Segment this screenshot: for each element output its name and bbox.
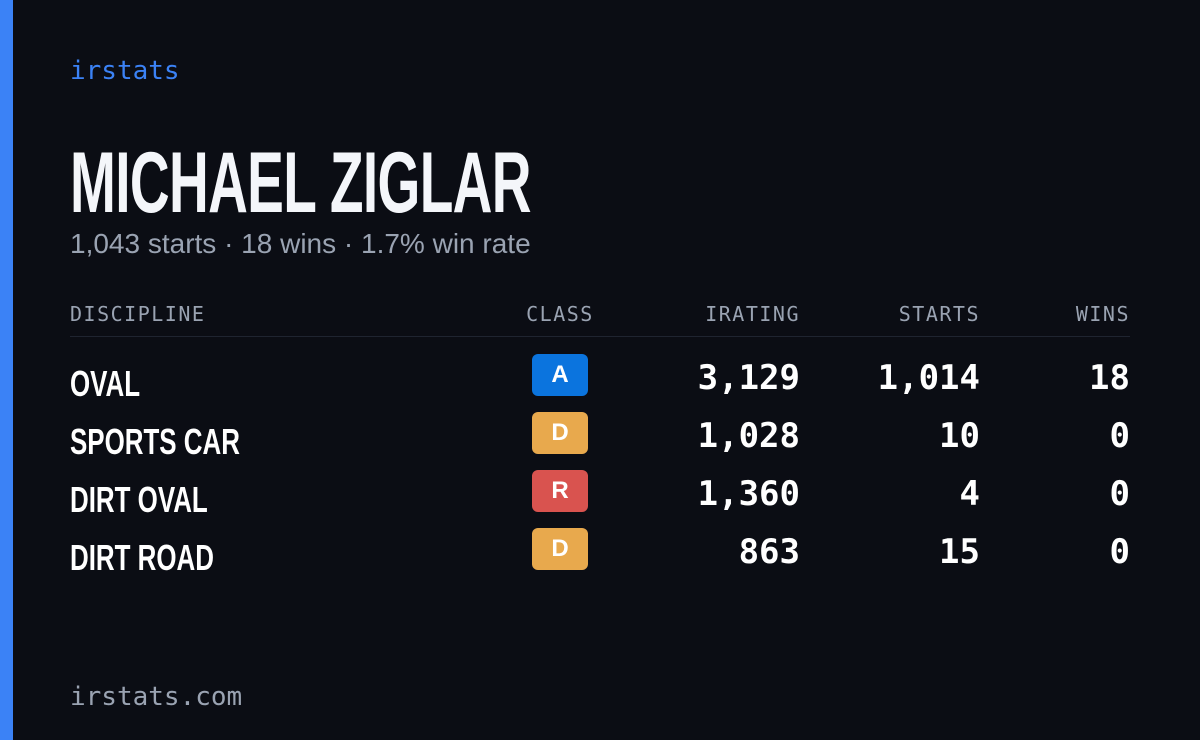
wins: 0 — [1109, 416, 1130, 456]
irating: 1,028 — [697, 416, 800, 456]
discipline: SPORTS CAR — [70, 421, 240, 462]
summary: 1,043 starts · 18 wins · 1.7% win rate — [70, 228, 531, 259]
discipline: DIRT ROAD — [70, 537, 214, 578]
wins: 0 — [1109, 532, 1130, 572]
brand: irstats — [70, 56, 180, 86]
column-header: IRATING — [705, 302, 800, 326]
wins: 18 — [1089, 358, 1130, 398]
discipline: OVAL — [70, 363, 141, 404]
column-header: WINS — [1075, 302, 1130, 326]
class-badge: D — [532, 412, 588, 454]
starts: 15 — [939, 532, 980, 572]
class-badge: R — [532, 470, 588, 512]
class-badge: A — [532, 354, 588, 396]
column-header: DISCIPLINE — [70, 302, 206, 326]
starts: 4 — [959, 474, 980, 514]
footer-url: irstats.com — [70, 682, 243, 712]
discipline: DIRT OVAL — [70, 479, 208, 520]
column-header: STARTS — [898, 302, 980, 326]
class-badge: D — [532, 528, 588, 570]
irating: 1,360 — [697, 474, 800, 514]
driver-name: MICHAEL ZIGLAR — [70, 135, 532, 231]
accent-bar — [0, 0, 13, 740]
starts: 1,014 — [877, 358, 980, 398]
wins: 0 — [1109, 474, 1130, 514]
starts: 10 — [939, 416, 980, 456]
irating: 863 — [738, 532, 800, 572]
irating: 3,129 — [697, 358, 800, 398]
column-header: CLASS — [526, 302, 594, 326]
header-rule — [70, 336, 1130, 337]
